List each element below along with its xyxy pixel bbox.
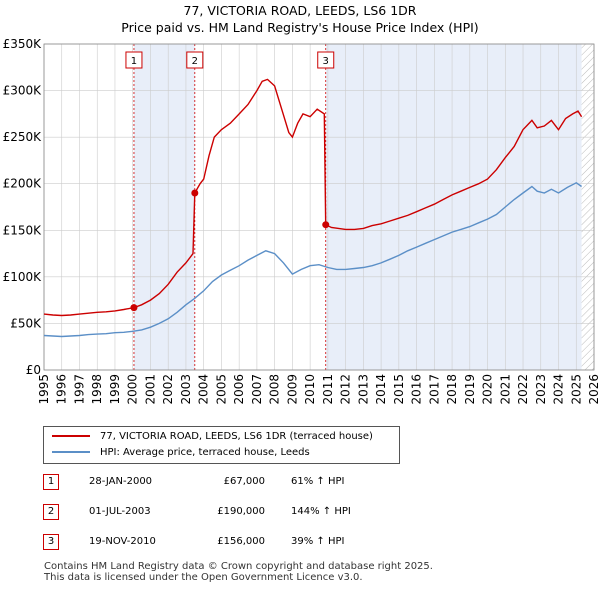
x-tick-label: 2017 [427,374,441,405]
x-tick-label: 2019 [463,374,477,405]
legend-swatch-property [52,435,90,437]
x-tick-label: 2011 [321,374,335,405]
sale-hpi-change: 61% ↑ HPI [291,476,345,487]
sale-number-badge: 3 [43,534,59,550]
x-tick-label: 1998 [90,374,104,405]
x-tick-label: 1999 [108,374,122,405]
x-tick-label: 2018 [445,374,459,405]
y-tick-label: £200K [3,177,43,191]
sale-marker-label: 1 [131,56,137,67]
sale-row: 3 19-NOV-2010 £156,000 39% ↑ HPI [43,532,443,552]
x-tick-label: 2008 [268,374,282,405]
chart-title: 77, VICTORIA ROAD, LEEDS, LS6 1DR [183,3,417,18]
sale-price: £156,000 [217,536,265,547]
y-tick-label: £250K [3,130,43,144]
x-tick-label: 2004 [197,374,211,405]
chart-title-block: 77, VICTORIA ROAD, LEEDS, LS6 1DR Price … [0,2,600,36]
sale-number-badge: 2 [43,504,59,520]
sale-marker-label: 2 [192,56,198,67]
x-tick-label: 2002 [161,374,175,405]
x-tick-label: 2013 [356,374,370,405]
property-price-line [43,78,583,317]
hpi-line [43,181,583,338]
y-tick-label: £50K [10,316,42,330]
footer-licence: This data is licensed under the Open Gov… [44,572,363,583]
legend-label-hpi: HPI: Average price, terraced house, Leed… [100,447,310,458]
footer: Contains HM Land Registry data © Crown c… [44,561,433,583]
sale-price: £67,000 [223,476,265,487]
x-tick-label: 2020 [481,374,495,405]
sale-price: £190,000 [217,506,265,517]
x-tick-label: 2023 [534,374,548,405]
x-tick-label: 1996 [55,374,69,405]
legend-item-hpi: HPI: Average price, terraced house, Leed… [52,446,310,460]
ownership-shade [133,44,195,370]
y-tick-label: £100K [3,270,43,284]
x-tick-label: 2016 [410,374,424,405]
y-tick-label: £350K [3,37,43,51]
x-tick-label: 2014 [374,374,388,405]
legend-item-property: 77, VICTORIA ROAD, LEEDS, LS6 1DR (terra… [52,430,373,444]
x-tick-label: 2009 [285,374,299,405]
x-tick-label: 1995 [37,374,51,405]
chart-plot: 1 2 3 £0 £50K £100K £150K £200K £250K £300K £350K 1… [3,37,600,405]
x-tick-label: 2025 [569,374,583,405]
sale-point [191,189,199,197]
sale-hpi-change: 39% ↑ HPI [291,536,345,547]
sale-date: 01-JUL-2003 [89,506,151,517]
x-tick-label: 2024 [552,374,566,405]
sale-marker-box [186,51,204,69]
x-tick-label: 2006 [232,374,246,405]
sale-date: 19-NOV-2010 [89,536,156,547]
sale-marker-box [317,51,335,69]
sale-point [130,304,138,312]
x-tick-label: 2003 [179,374,193,405]
plot-frame [43,43,595,371]
y-tick-label: £0 [26,363,41,377]
sale-marker-label: 3 [323,56,329,67]
footer-copyright: Contains HM Land Registry data © Crown c… [44,561,433,572]
x-tick-label: 1997 [72,374,86,405]
y-tick-label: £300K [3,84,43,98]
x-tick-label: 2010 [303,374,317,405]
legend-swatch-hpi [52,451,90,453]
legend: 77, VICTORIA ROAD, LEEDS, LS6 1DR (terra… [43,426,400,464]
chart-subtitle: Price paid vs. HM Land Registry's House … [121,20,479,35]
sale-date: 28-JAN-2000 [89,476,153,487]
legend-label-property: 77, VICTORIA ROAD, LEEDS, LS6 1DR (terra… [100,431,373,442]
x-tick-label: 2021 [498,374,512,405]
sale-point [322,221,330,229]
x-tick-label: 2007 [250,374,264,405]
ownership-shade [325,44,582,370]
forecast-hatch [581,44,594,370]
x-tick-label: 2000 [126,374,140,405]
sale-row: 1 28-JAN-2000 £67,000 61% ↑ HPI [43,472,443,492]
sale-marker-box [125,51,143,69]
sale-number-badge: 1 [43,474,59,490]
x-tick-label: 2005 [214,374,228,405]
x-tick-label: 2012 [339,374,353,405]
x-tick-label: 2001 [143,374,157,405]
x-tick-label: 2022 [516,374,530,405]
x-tick-label: 2026 [587,374,600,405]
x-tick-label: 2015 [392,374,406,405]
sale-hpi-change: 144% ↑ HPI [291,506,351,517]
sale-row: 2 01-JUL-2003 £190,000 144% ↑ HPI [43,502,443,522]
y-tick-label: £150K [3,223,43,237]
